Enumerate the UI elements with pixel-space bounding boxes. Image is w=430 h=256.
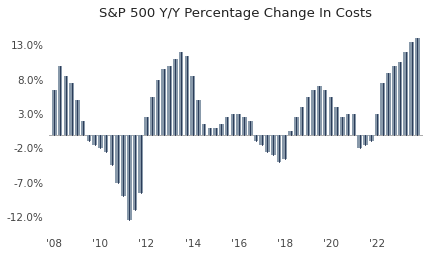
Bar bbox=[179, 52, 183, 135]
Bar bbox=[98, 135, 103, 148]
Bar bbox=[202, 124, 206, 135]
Bar bbox=[196, 100, 201, 135]
Bar bbox=[184, 56, 189, 135]
Bar bbox=[311, 90, 316, 135]
Bar bbox=[363, 135, 368, 145]
Bar bbox=[317, 87, 322, 135]
Bar bbox=[138, 135, 143, 193]
Bar bbox=[294, 118, 298, 135]
Bar bbox=[115, 135, 120, 183]
Title: S&P 500 Y/Y Percentage Change In Costs: S&P 500 Y/Y Percentage Change In Costs bbox=[99, 7, 372, 20]
Bar bbox=[81, 121, 86, 135]
Bar bbox=[300, 107, 304, 135]
Bar bbox=[288, 131, 293, 135]
Bar bbox=[127, 135, 132, 220]
Bar bbox=[64, 76, 68, 135]
Bar bbox=[271, 135, 276, 155]
Bar bbox=[162, 69, 166, 135]
Bar bbox=[306, 97, 310, 135]
Bar bbox=[92, 135, 97, 145]
Bar bbox=[352, 114, 356, 135]
Bar bbox=[230, 114, 235, 135]
Bar bbox=[323, 90, 327, 135]
Bar bbox=[265, 135, 270, 152]
Bar bbox=[190, 76, 195, 135]
Bar bbox=[386, 73, 391, 135]
Bar bbox=[219, 124, 224, 135]
Bar bbox=[381, 83, 385, 135]
Bar bbox=[415, 38, 420, 135]
Bar bbox=[375, 114, 379, 135]
Bar bbox=[52, 90, 57, 135]
Bar bbox=[144, 118, 149, 135]
Bar bbox=[248, 121, 252, 135]
Bar bbox=[392, 66, 396, 135]
Bar bbox=[150, 97, 154, 135]
Bar bbox=[237, 114, 241, 135]
Bar bbox=[167, 66, 172, 135]
Bar bbox=[173, 59, 178, 135]
Bar bbox=[340, 118, 345, 135]
Bar bbox=[156, 80, 160, 135]
Bar bbox=[208, 128, 212, 135]
Bar bbox=[357, 135, 362, 148]
Bar bbox=[110, 135, 114, 165]
Bar bbox=[398, 62, 402, 135]
Bar bbox=[254, 135, 258, 141]
Bar bbox=[86, 135, 91, 141]
Bar bbox=[121, 135, 126, 196]
Bar bbox=[283, 135, 287, 159]
Bar bbox=[259, 135, 264, 145]
Bar bbox=[69, 83, 74, 135]
Bar bbox=[329, 97, 333, 135]
Bar bbox=[369, 135, 374, 141]
Bar bbox=[133, 135, 137, 210]
Bar bbox=[75, 100, 80, 135]
Bar bbox=[104, 135, 108, 152]
Bar bbox=[58, 66, 62, 135]
Bar bbox=[277, 135, 281, 162]
Bar bbox=[409, 42, 414, 135]
Bar bbox=[335, 107, 339, 135]
Bar bbox=[213, 128, 218, 135]
Bar bbox=[346, 114, 350, 135]
Bar bbox=[242, 118, 247, 135]
Bar bbox=[403, 52, 408, 135]
Bar bbox=[225, 118, 230, 135]
